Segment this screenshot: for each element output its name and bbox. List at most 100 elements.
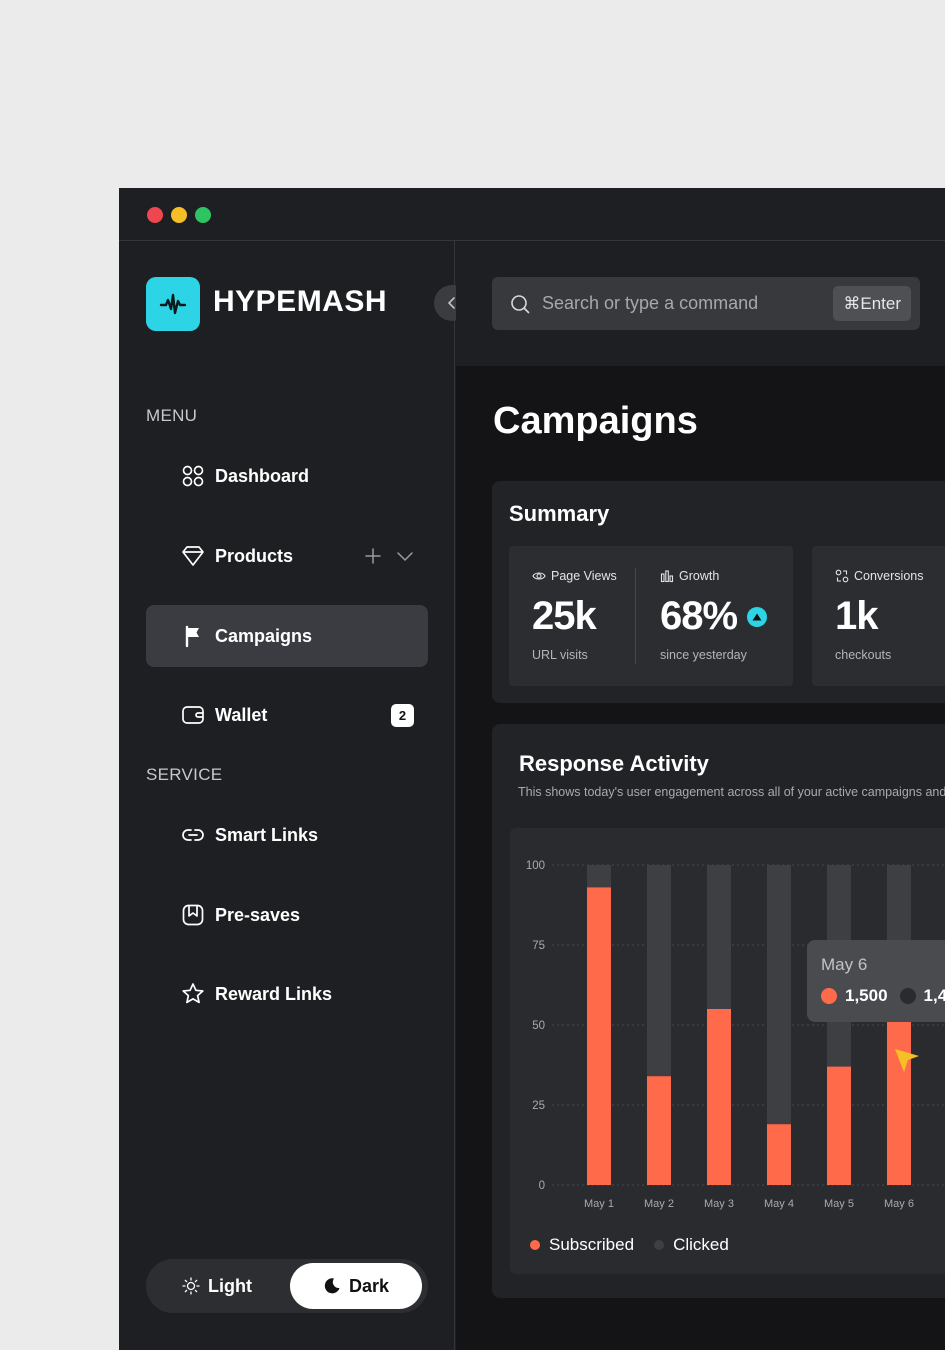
sidebar: HYPEMASH MENU Dashboard Products [119,241,470,1350]
bar-subscribed [827,1066,851,1185]
grid-icon [181,464,205,488]
menu-section-label: MENU [146,406,198,425]
tooltip-clicked-value: 1,4 [923,986,945,1005]
legend-dot [654,1240,665,1250]
theme-dark-label: Dark [348,1275,390,1296]
stat-value: 68% [660,594,768,639]
chevron-down-icon[interactable] [396,547,414,565]
sidebar-item-label: Smart Links [215,824,319,845]
sidebar-item-campaigns[interactable]: Campaigns [146,605,428,667]
search-icon [511,294,530,313]
response-activity-panel: Response Activity This shows today's use… [492,724,945,1298]
tooltip-subscribed-value: 1,500 [845,986,888,1005]
bar-chart-icon [660,570,674,583]
legend-label: Clicked [673,1235,729,1254]
star-icon [181,982,205,1006]
theme-light-label: Light [208,1275,252,1296]
sidebar-item-wallet[interactable]: Wallet 2 [146,684,428,746]
bar-clicked [647,865,671,1077]
plus-icon[interactable] [364,547,382,565]
eye-icon [532,572,546,580]
y-tick-label: 0 [539,1180,545,1192]
service-section-label: SERVICE [146,765,223,784]
cursor-pointer-icon [895,1049,919,1072]
x-tick-label: May 3 [704,1198,734,1210]
x-tick-label: May 2 [644,1198,674,1210]
brand-name: HYPEMASH [213,285,388,318]
stat-label: Conversions [854,569,924,583]
sidebar-item-label: Wallet [215,704,268,725]
theme-light-button[interactable]: Light [150,1263,284,1309]
bar-clicked [587,865,611,888]
conversions-card: Conversions 1k checkouts [812,546,945,686]
stat-label: Page Views [551,569,617,583]
stat-value-text: 68% [660,594,738,638]
stat-subtext: checkouts [835,648,892,662]
sidebar-item-products[interactable]: Products [146,525,428,587]
legend-label: Subscribed [549,1235,635,1254]
x-tick-label: May 4 [764,1198,794,1210]
sidebar-item-reward-links[interactable]: Reward Links [146,963,428,1025]
x-tick-label: May 1 [584,1198,614,1210]
stat-subtext: since yesterday [660,648,747,662]
bar-subscribed [647,1076,671,1185]
bar-clicked [767,865,791,1125]
activity-title: Response Activity [519,751,709,776]
chart-card: 0 25 50 75 100 May 1 May 2 May 3 May 4 May 5 May 6… [510,828,945,1274]
search-shortcut-hint: ⌘Enter [833,286,911,321]
close-window-button[interactable] [147,207,163,223]
title-bar [119,188,945,241]
tooltip-subscribed-dot [821,988,837,1004]
top-bar: Search or type a command ⌘Enter [456,241,945,366]
page-title: Campaigns [493,400,698,442]
stat-subtext: URL visits [532,648,588,662]
theme-dark-button[interactable]: Dark [290,1263,422,1309]
summary-title: Summary [509,501,610,526]
minimize-window-button[interactable] [171,207,187,223]
theme-toggle: Light Dark [146,1259,428,1313]
divider [635,568,636,664]
sidebar-item-dashboard[interactable]: Dashboard [146,445,428,507]
stat-value: 1k [835,594,878,638]
wallet-icon [181,703,205,727]
response-activity-chart: 0 25 50 75 100 May 1 May 2 May 3 May 4 May 5 May 6 [526,860,945,1210]
sidebar-item-label: Dashboard [215,465,310,486]
bookmark-icon [181,903,205,927]
x-tick-label: May 6 [884,1198,914,1210]
moon-icon [324,1278,340,1294]
legend-dot [530,1240,540,1250]
bar-clicked [707,865,731,1009]
search-input[interactable]: Search or type a command ⌘Enter [492,277,920,330]
brand-logo[interactable] [146,277,200,331]
legend-item-subscribed[interactable]: Subscribed [530,1235,634,1255]
maximize-window-button[interactable] [195,207,211,223]
bar-subscribed [587,887,611,1185]
link-icon [181,823,205,847]
bar-subscribed [767,1124,791,1185]
stats-card: Page Views 25k URL visits Growth 68% [509,546,793,686]
y-tick-label: 100 [526,860,545,872]
sidebar-item-label: Pre-saves [215,904,301,925]
activity-description: This shows today's user engagement acros… [518,785,945,799]
sidebar-item-pre-saves[interactable]: Pre-saves [146,884,428,946]
chevron-left-icon [447,297,455,309]
y-tick-label: 50 [532,1020,545,1032]
wallet-count-badge: 2 [391,703,414,727]
waveform-icon [159,293,187,315]
legend-item-clicked[interactable]: Clicked [654,1235,729,1255]
gem-icon [181,544,205,568]
conversions-icon [835,569,849,583]
sun-icon [182,1277,200,1295]
bar-subscribed [887,1018,911,1185]
sidebar-item-label: Campaigns [215,625,313,646]
x-tick-label: May 5 [824,1198,854,1210]
chart-legend: Subscribed Clicked [530,1235,749,1255]
app-window: HYPEMASH MENU Dashboard Products [119,188,945,1350]
sidebar-item-smart-links[interactable]: Smart Links [146,804,428,866]
stat-value: 25k [532,594,597,638]
bar-subscribed [707,1009,731,1185]
chart-tooltip: May 6 1,500 1,4 [807,940,945,1022]
y-tick-label: 75 [532,940,545,952]
main-content: Campaigns Summary Page Views 25k URL vis… [456,366,945,1350]
sidebar-item-label: Reward Links [215,983,333,1004]
